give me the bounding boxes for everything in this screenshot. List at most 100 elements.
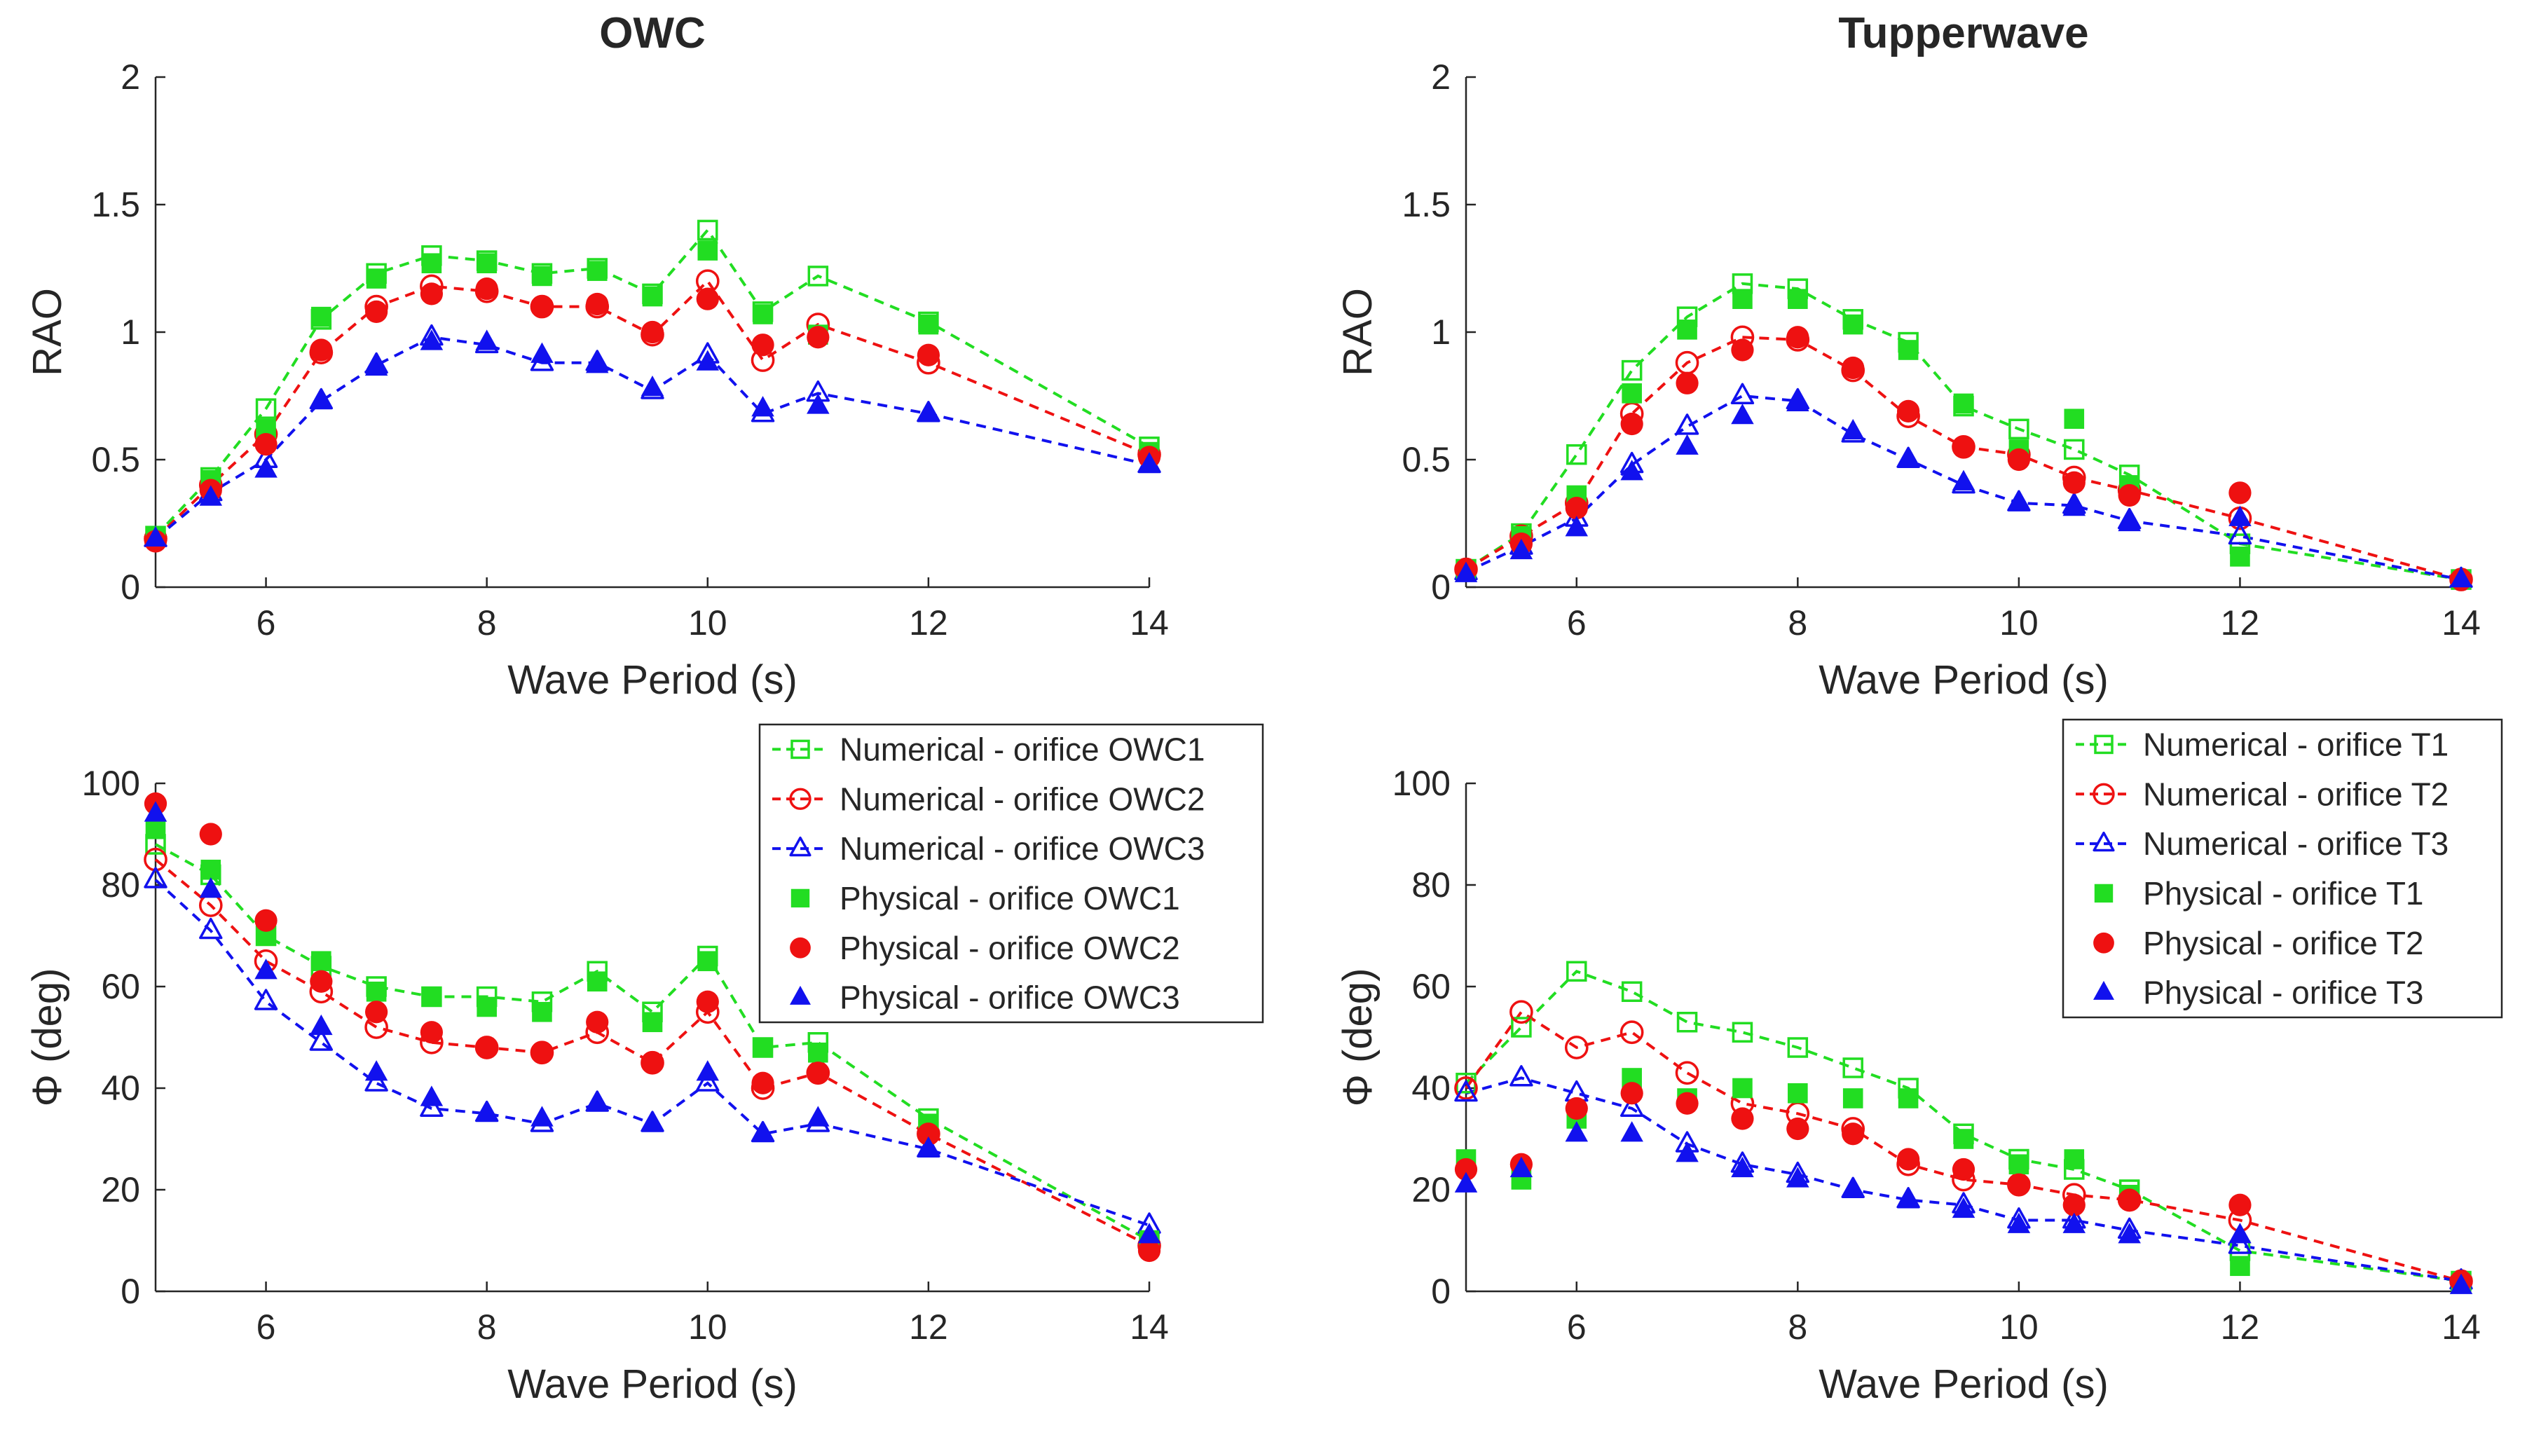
data-point [697,219,718,241]
x-tick-label: 6 [256,1307,276,1347]
data-point [199,823,222,846]
data-point [2008,1154,2029,1175]
data-point [1620,460,1643,481]
data-point [2118,1223,2141,1244]
data-point [641,320,664,344]
series-markers-phys-circle [1454,326,2473,591]
data-point [2062,1193,2086,1216]
data-point [2064,1149,2085,1169]
chart-panel-2: 6 8 10 12 14 0 0.5 1 1.5 2 Tupperwave Wave Period (… [1335,9,2481,703]
legend-marker [2094,734,2114,755]
data-point [1454,561,1478,582]
data-point [420,329,444,350]
data-point [2062,495,2086,516]
data-point [1676,1141,1699,1162]
legend-marker [790,739,810,760]
data-point [1896,399,1920,423]
data-point [2007,1173,2031,1196]
x-axis-title: Wave Period (s) [507,657,797,703]
series-markers-phys-triangle [1454,390,2473,588]
data-point [751,396,774,417]
series-markers-num-circle [144,269,1161,551]
data-point [917,1136,940,1158]
data-point [1676,1092,1699,1115]
data-point [918,314,939,335]
data-point [1454,1076,1478,1100]
data-point [366,981,387,1002]
data-point [364,1001,388,1024]
data-point [1621,981,1643,1002]
data-point [1620,1082,1643,1105]
legend-label: Numerical - orifice T3 [2143,825,2449,862]
data-point [199,877,223,898]
legend-marker [789,836,811,857]
data-point [421,253,442,274]
data-point [366,268,387,289]
legend-marker [790,985,811,1005]
data-point [751,334,774,357]
x-tick-label: 12 [909,1307,948,1347]
data-point [697,951,718,972]
legend-label: Numerical - orifice T2 [2143,776,2449,812]
data-point [917,1122,940,1146]
data-point [1137,452,1161,473]
data-point [530,1041,554,1064]
data-point [1842,1088,1863,1108]
data-point [1509,1156,1533,1178]
x-tick-label: 8 [1788,603,1807,643]
chart-panel-4: 6 8 10 12 14 0 20 40 60 80 100 Wave Period (s) Φ (de… [1335,718,2503,1407]
series-markers-phys-triangle [1454,1121,2473,1294]
y-tick-label: 0 [121,568,140,607]
data-point [254,433,278,456]
data-point [420,1085,444,1106]
data-point [807,1106,830,1127]
data-point [2064,408,2085,430]
data-point [1620,412,1643,436]
data-point [1842,314,1863,335]
data-point [917,401,940,422]
x-tick-label: 14 [2442,1307,2481,1347]
x-tick-label: 6 [1567,603,1587,643]
y-tick-label: 1.5 [1402,185,1451,224]
y-tick-label: 40 [101,1069,140,1108]
data-point [200,859,221,880]
data-point [807,326,830,349]
legend: Numerical - orifice OWC1 Numerical - orif… [758,723,1264,1024]
data-point [2449,1273,2473,1294]
data-point [1619,1020,1644,1045]
data-point [364,355,388,376]
data-point [1952,469,1975,490]
data-point [1731,1156,1754,1178]
data-point [1787,1037,1809,1058]
data-point [2228,1232,2252,1254]
data-point [310,970,333,993]
data-point [1786,390,1809,412]
data-point [477,253,497,274]
data-point [1953,1129,1974,1149]
series-line [154,279,1150,540]
data-point [1454,1172,1478,1193]
data-point [696,1060,720,1081]
data-point [2228,505,2252,526]
series-line [1465,969,2462,1283]
legend-marker [2093,783,2115,805]
data-point [420,1095,444,1117]
data-point [586,292,609,316]
chart-panel-1: 6 8 10 12 14 0 0.5 1 1.5 2 OWC Wave Period (s) RAO [25,9,1169,703]
data-point [255,398,277,419]
data-point [696,1070,720,1092]
x-axis-title: Wave Period (s) [507,1361,797,1407]
data-point [917,343,940,366]
series-markers-phys-circle [144,277,1161,553]
x-tick-label: 12 [2221,603,2260,643]
data-point [530,295,554,318]
data-point [808,1042,828,1063]
data-point [696,350,720,371]
data-point [2230,1256,2250,1277]
data-point [1621,359,1643,381]
data-point [2228,1223,2252,1244]
x-tick-label: 14 [2442,603,2481,643]
data-point [144,801,167,822]
data-point [2064,439,2085,460]
